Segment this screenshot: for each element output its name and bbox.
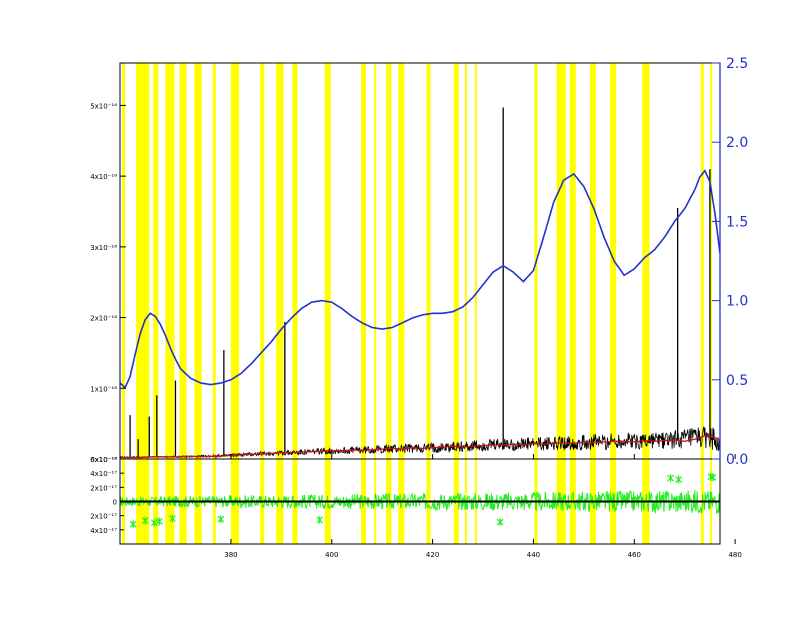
residual-axis-tick-label: 2x10⁻¹⁷ bbox=[90, 484, 117, 492]
residual-panel bbox=[120, 472, 720, 529]
left-axis-tick-label: 2x10⁻¹⁶ bbox=[90, 315, 117, 323]
residual-outlier-marker bbox=[150, 518, 158, 527]
residual-outlier-marker bbox=[675, 475, 683, 484]
masked-band bbox=[398, 63, 405, 459]
correction-layer bbox=[120, 169, 720, 390]
fit-series bbox=[120, 435, 720, 459]
residual-axis-tick-label: 4x10⁻¹⁷ bbox=[90, 470, 117, 478]
masked-band bbox=[569, 63, 576, 459]
residual-outlier-marker bbox=[169, 514, 176, 523]
masked-band bbox=[386, 63, 392, 459]
masked-band bbox=[426, 63, 431, 459]
x-axis-tick-label: 460 bbox=[628, 551, 641, 559]
main-panel-frame bbox=[119, 62, 721, 460]
masked-band bbox=[292, 63, 298, 459]
masked-band bbox=[464, 63, 467, 459]
fit-layer bbox=[120, 435, 720, 459]
masked-band bbox=[260, 63, 265, 459]
right-axis-tick-label: 1.0 bbox=[726, 294, 748, 310]
residual-outlier-marker bbox=[217, 515, 225, 524]
masked-bands-main bbox=[122, 63, 712, 459]
residual-outlier-marker bbox=[141, 516, 149, 525]
correction-curve-series bbox=[120, 169, 720, 390]
x-axis-tick-label: 400 bbox=[325, 551, 338, 559]
x-axis-tick-label: 380 bbox=[224, 551, 237, 559]
residual-outlier-marker bbox=[316, 515, 324, 524]
masked-band bbox=[474, 63, 477, 459]
right-axis-tick-label: 2.5 bbox=[726, 56, 748, 72]
masked-band bbox=[276, 63, 284, 459]
masked-band bbox=[194, 63, 202, 459]
plot-frames bbox=[119, 62, 721, 545]
residual-axis-tick-label: 4x10⁻¹⁷ bbox=[90, 527, 117, 535]
residual-outlier-marker bbox=[709, 473, 717, 482]
masked-band bbox=[361, 63, 367, 459]
masked-band bbox=[556, 63, 566, 459]
left-axis-tick-label: 4x10⁻¹⁶ bbox=[90, 173, 117, 181]
left-axis-tick-label: 5x10⁻¹⁶ bbox=[90, 102, 117, 110]
masked-band bbox=[230, 63, 239, 459]
left-axis-tick-label: 3x10⁻¹⁶ bbox=[90, 244, 117, 252]
masked-band bbox=[153, 63, 159, 459]
masked-band bbox=[136, 63, 150, 459]
residual-outlier-marker bbox=[496, 518, 504, 527]
residual-outlier-marker bbox=[155, 517, 163, 526]
masked-band bbox=[709, 63, 712, 459]
residual-axis-tick-label: 6x10⁻¹⁷ bbox=[90, 456, 117, 464]
masked-band bbox=[610, 63, 617, 459]
axes: 0x10⁻¹⁶ 1x10⁻¹⁶ 2x10⁻¹⁶ 3x10⁻¹⁶ 4x10⁻¹⁶ 5x10⁻… bbox=[90, 56, 748, 559]
masked-band bbox=[374, 63, 377, 459]
left-axis-tick-label: 0x10⁻¹⁶ bbox=[90, 456, 117, 464]
left-axis-tick-label: 1x10⁻¹⁶ bbox=[90, 385, 117, 393]
masked-band bbox=[453, 63, 459, 459]
masked-band bbox=[165, 63, 175, 459]
observed-flux-series bbox=[120, 426, 720, 459]
observed-spectrum bbox=[120, 426, 720, 459]
residual-outlier-marker bbox=[129, 520, 137, 529]
x-axis-tick-label: 480 bbox=[728, 551, 741, 559]
emission-lines bbox=[129, 107, 711, 458]
masked-band bbox=[642, 63, 650, 459]
masked-band bbox=[700, 63, 704, 459]
masked-band bbox=[212, 63, 216, 459]
residual-axis-tick-label: 0 bbox=[113, 499, 117, 507]
right-axis-tick-label: 2.0 bbox=[726, 135, 748, 151]
masked-band bbox=[589, 63, 596, 459]
x-axis-tick-label: 420 bbox=[426, 551, 439, 559]
masked-band bbox=[122, 63, 126, 459]
masked-band bbox=[324, 63, 331, 459]
right-axis-tick-label: 1.5 bbox=[726, 214, 748, 230]
right-axis-tick-label: 0.5 bbox=[726, 373, 748, 389]
x-axis-tick-label: 440 bbox=[527, 551, 540, 559]
residual-axis-tick-label: 2x10⁻¹⁷ bbox=[90, 513, 117, 521]
masked-band bbox=[179, 63, 187, 459]
right-axis-tick-label: 0.0 bbox=[726, 452, 748, 468]
residual-outlier-marker bbox=[667, 474, 675, 483]
